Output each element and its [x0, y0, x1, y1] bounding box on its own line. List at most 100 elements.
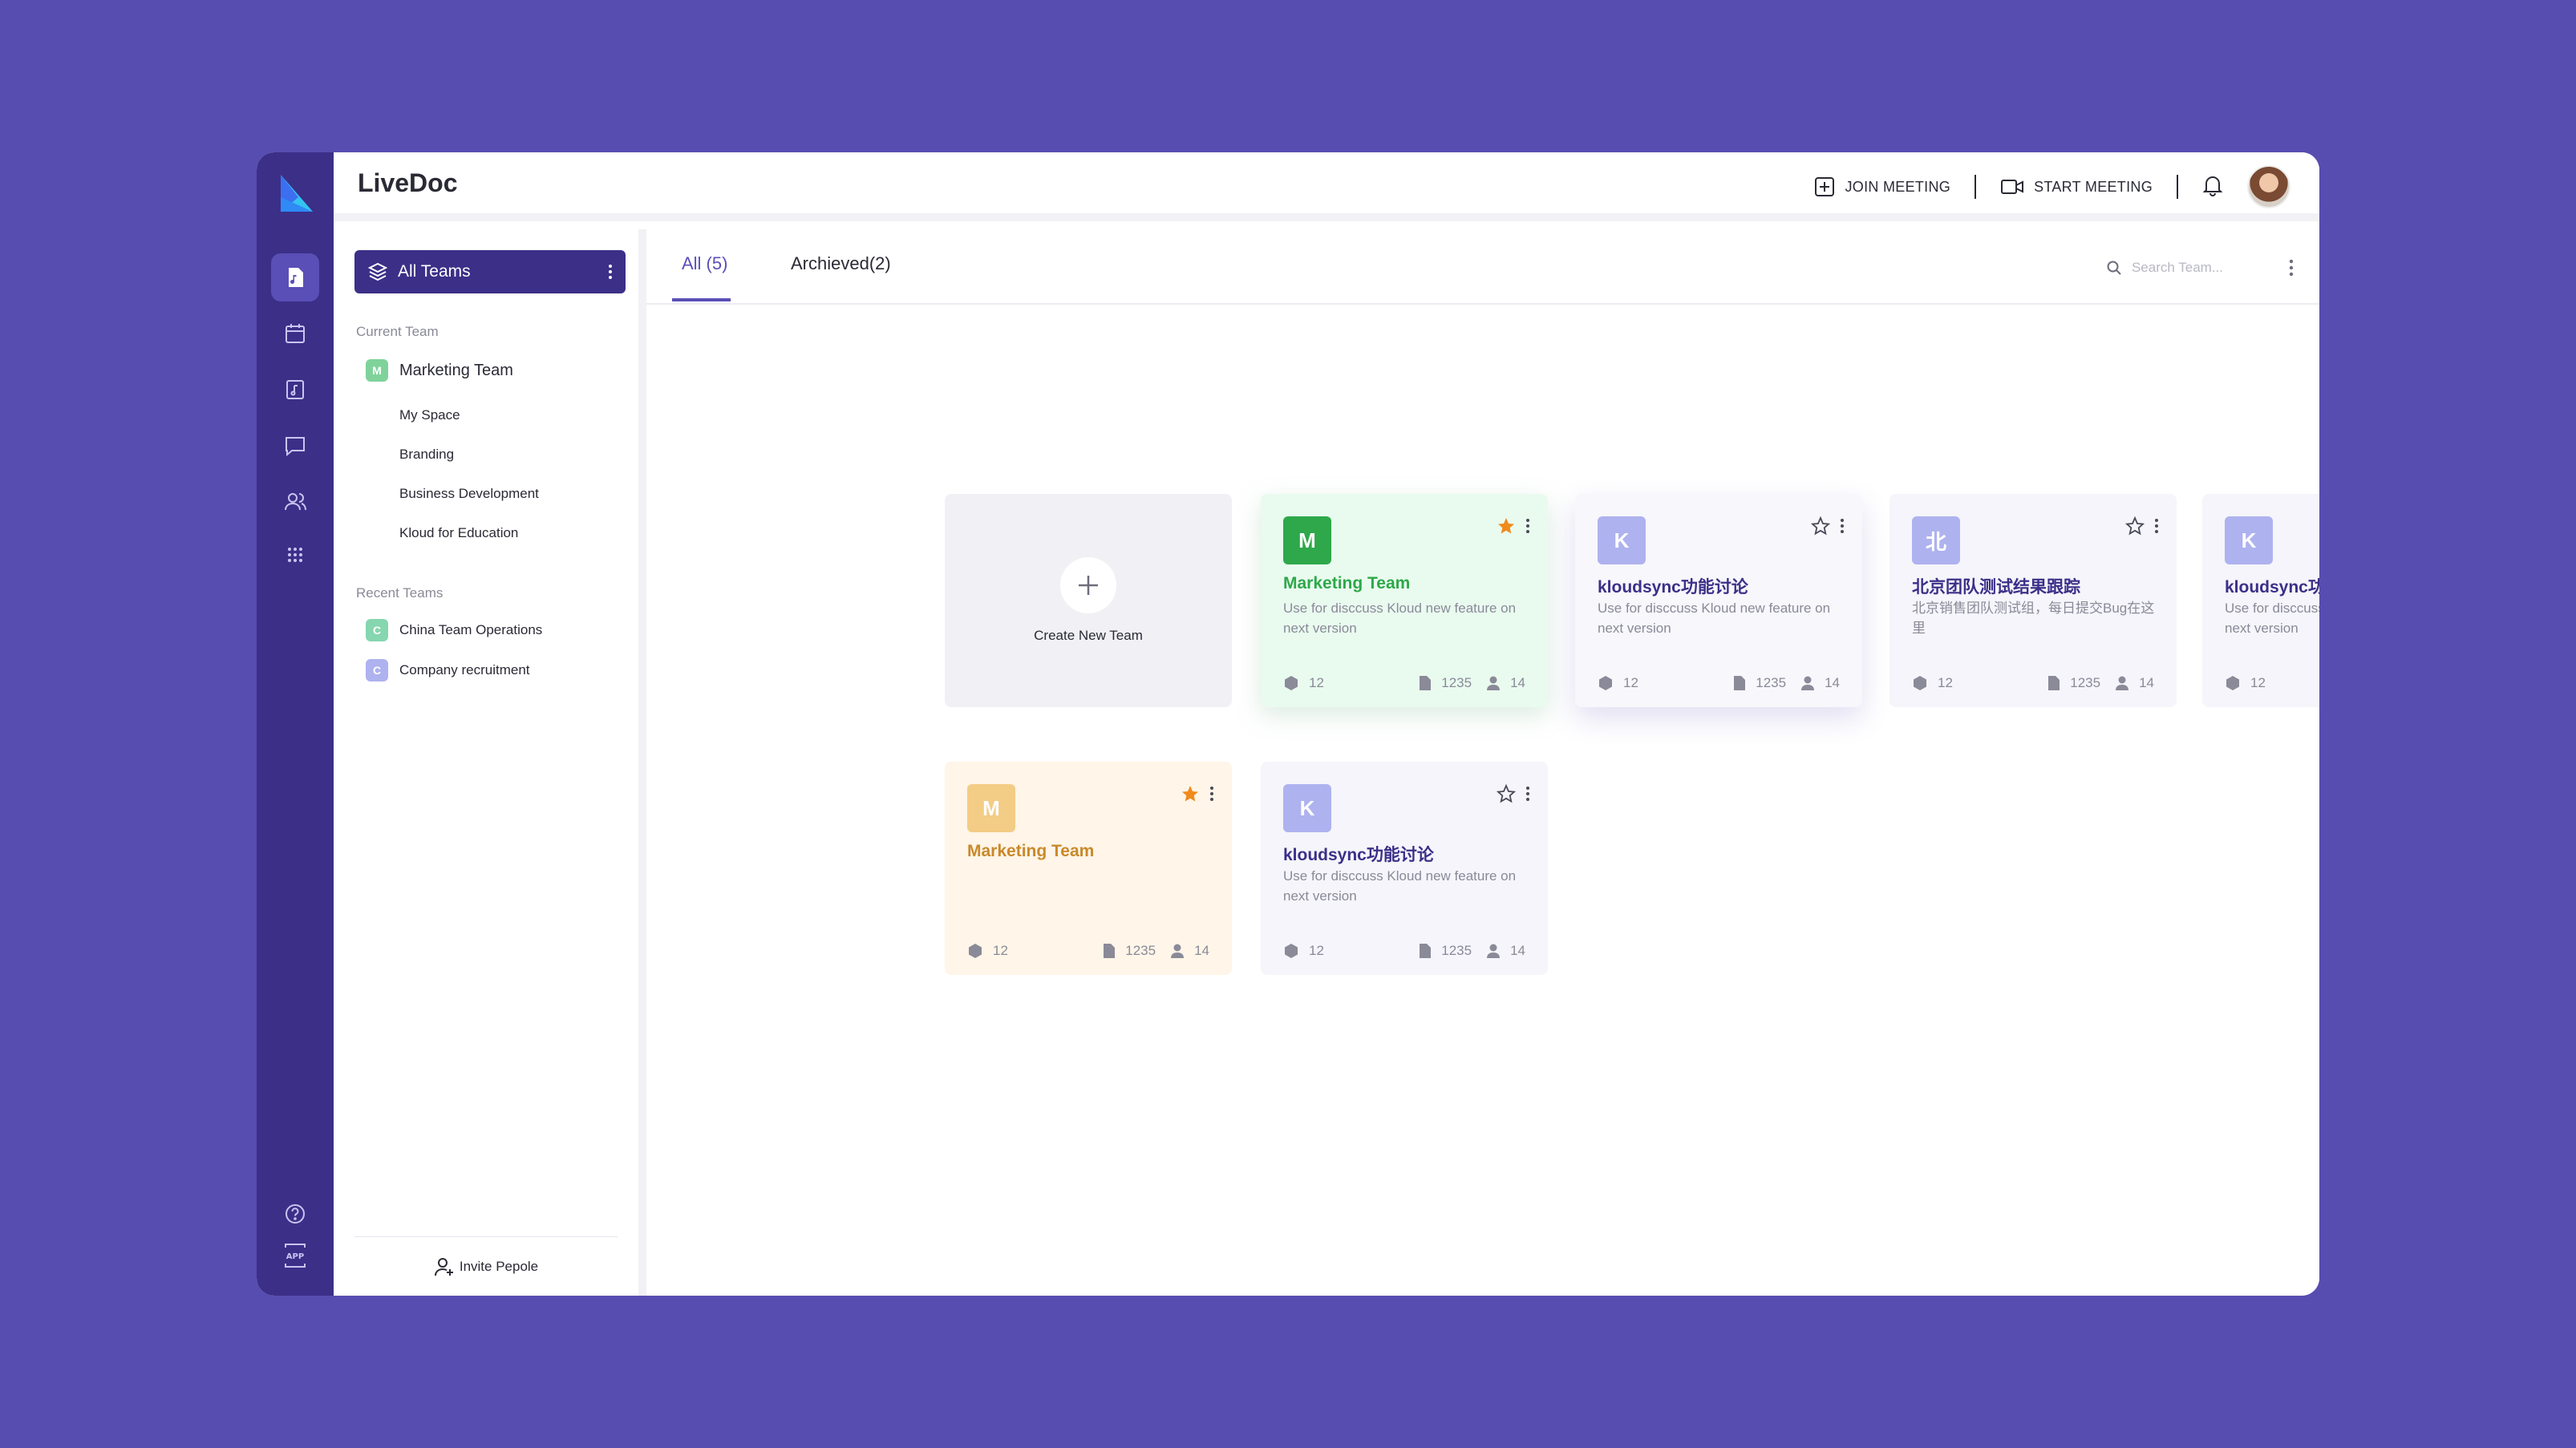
- join-icon: [1815, 177, 1835, 196]
- avatar[interactable]: [2247, 165, 2290, 208]
- layers-icon: [367, 262, 388, 281]
- apps-grid-icon[interactable]: [271, 531, 319, 579]
- sub-item-business-development[interactable]: Business Development: [399, 486, 539, 501]
- top-actions: JOIN MEETING START MEETING: [1814, 165, 2290, 208]
- star-icon[interactable]: [1181, 784, 1200, 807]
- search-input[interactable]: Search Team...: [2106, 260, 2223, 276]
- current-team-item[interactable]: M Marketing Team: [366, 359, 513, 382]
- file-count-value: 1235: [1125, 943, 1156, 958]
- create-team-label: Create New Team: [1034, 628, 1143, 643]
- tab-bar: All (5) Archieved(2) Search Team...: [646, 229, 2319, 305]
- space-count: 12: [1283, 943, 1324, 959]
- team-card-stats: 12 1235 14: [1283, 943, 1525, 959]
- current-team-name: Marketing Team: [399, 361, 513, 379]
- calendar-icon[interactable]: [271, 309, 319, 358]
- invite-people-button[interactable]: Invite Pepole: [354, 1236, 618, 1296]
- chat-icon[interactable]: [271, 422, 319, 470]
- tab-archieved[interactable]: Archieved(2): [791, 253, 891, 273]
- card-actions: [1497, 516, 1530, 540]
- team-card-title: kloudsync功能讨论: [1598, 578, 1748, 597]
- team-avatar-badge: K: [1598, 516, 1646, 564]
- all-teams-label: All Teams: [398, 262, 471, 281]
- team-card-description: Use for disccuss Kloud new feature on ne…: [2225, 601, 2319, 636]
- space-count: 12: [2225, 675, 2266, 691]
- left-rail: APP: [257, 152, 334, 1296]
- file-count-value: 1235: [1756, 675, 1787, 690]
- file-count: 1235: [1419, 943, 1472, 959]
- team-avatar-badge: M: [967, 784, 1015, 832]
- more-icon[interactable]: [1525, 517, 1530, 539]
- cube-icon: [1598, 675, 1618, 691]
- star-icon[interactable]: [1497, 516, 1516, 540]
- more-icon[interactable]: [1209, 785, 1214, 807]
- team-badge: M: [366, 359, 388, 382]
- team-card-stats: 12 1235 14: [967, 943, 1209, 959]
- file-count: 1235: [1733, 675, 1786, 691]
- bell-icon[interactable]: [2202, 174, 2223, 200]
- start-meeting-button[interactable]: START MEETING: [2000, 178, 2153, 196]
- recent-team-item[interactable]: C China Team Operations: [366, 619, 542, 641]
- music-file-icon[interactable]: [271, 366, 319, 414]
- team-card-stats: 12 1235 14: [1283, 675, 1525, 691]
- all-teams-button[interactable]: All Teams: [354, 250, 626, 293]
- more-icon[interactable]: [2289, 258, 2294, 281]
- logo-icon[interactable]: [277, 173, 314, 215]
- recent-team-name: Company recruitment: [399, 662, 530, 677]
- team-avatar-badge: 北: [1912, 516, 1960, 564]
- team-card-description: Use for disccuss Kloud new feature on ne…: [1598, 601, 1831, 636]
- documents-icon[interactable]: [271, 253, 319, 301]
- person-icon: [2115, 675, 2134, 691]
- cube-icon: [1912, 675, 1933, 691]
- star-icon[interactable]: [1810, 516, 1831, 540]
- create-team-card[interactable]: Create New Team: [945, 494, 1232, 707]
- space-count: 12: [1598, 675, 1638, 691]
- main-content: All (5) Archieved(2) Search Team... Crea…: [646, 229, 2319, 1296]
- more-icon[interactable]: [1525, 785, 1530, 807]
- team-card[interactable]: 北北京团队测试结果跟踪 北京销售团队测试组，每日提交Bug在这里 12 1235 14: [1889, 494, 2177, 707]
- star-icon[interactable]: [2124, 516, 2145, 540]
- file-count: 1235: [2047, 675, 2100, 691]
- file-count: 1235: [1419, 675, 1472, 691]
- person-icon: [1486, 675, 1505, 691]
- file-icon: [1419, 943, 1436, 959]
- sub-item-branding[interactable]: Branding: [399, 447, 455, 462]
- divider: [1975, 175, 1977, 199]
- team-card-title: kloudsync功能讨论: [2225, 578, 2319, 597]
- more-icon[interactable]: [608, 263, 613, 281]
- app-window: APP LiveDoc JOIN MEETING START MEETING: [257, 152, 2319, 1296]
- card-actions: [1181, 784, 1214, 807]
- space-count-value: 12: [1309, 943, 1324, 958]
- file-icon: [1419, 675, 1436, 691]
- sub-item-kloud-for-education[interactable]: Kloud for Education: [399, 525, 519, 540]
- sub-item-my-space[interactable]: My Space: [399, 407, 460, 423]
- brand-title: LiveDoc: [358, 168, 458, 197]
- star-icon[interactable]: [1496, 783, 1517, 807]
- member-count: 14: [1486, 943, 1525, 959]
- file-count-value: 1235: [1441, 943, 1472, 958]
- join-meeting-label: JOIN MEETING: [1845, 178, 1951, 195]
- space-count-value: 12: [1938, 675, 1953, 690]
- team-card-title: 北京团队测试结果跟踪: [1912, 578, 2080, 597]
- tab-all[interactable]: All (5): [672, 253, 731, 301]
- cube-icon: [1283, 675, 1304, 691]
- more-icon[interactable]: [2154, 517, 2159, 539]
- app-download-icon[interactable]: APP: [271, 1232, 319, 1280]
- team-avatar-badge: K: [2225, 516, 2273, 564]
- file-icon: [2047, 675, 2065, 691]
- card-actions: [1810, 516, 1845, 540]
- join-meeting-button[interactable]: JOIN MEETING: [1814, 176, 1950, 197]
- space-count-value: 12: [993, 943, 1008, 958]
- team-badge: C: [366, 619, 388, 641]
- team-card[interactable]: M Marketing Team 12 1235 14: [945, 762, 1232, 975]
- team-card[interactable]: M Marketing Team Use for disccuss Kloud ne…: [1261, 494, 1548, 707]
- space-count: 12: [1912, 675, 1953, 691]
- card-actions: [2124, 516, 2159, 540]
- users-icon[interactable]: [271, 478, 319, 526]
- recent-team-name: China Team Operations: [399, 622, 543, 637]
- recent-team-item[interactable]: C Company recruitment: [366, 659, 530, 682]
- help-icon[interactable]: [271, 1190, 319, 1238]
- more-icon[interactable]: [1840, 517, 1845, 539]
